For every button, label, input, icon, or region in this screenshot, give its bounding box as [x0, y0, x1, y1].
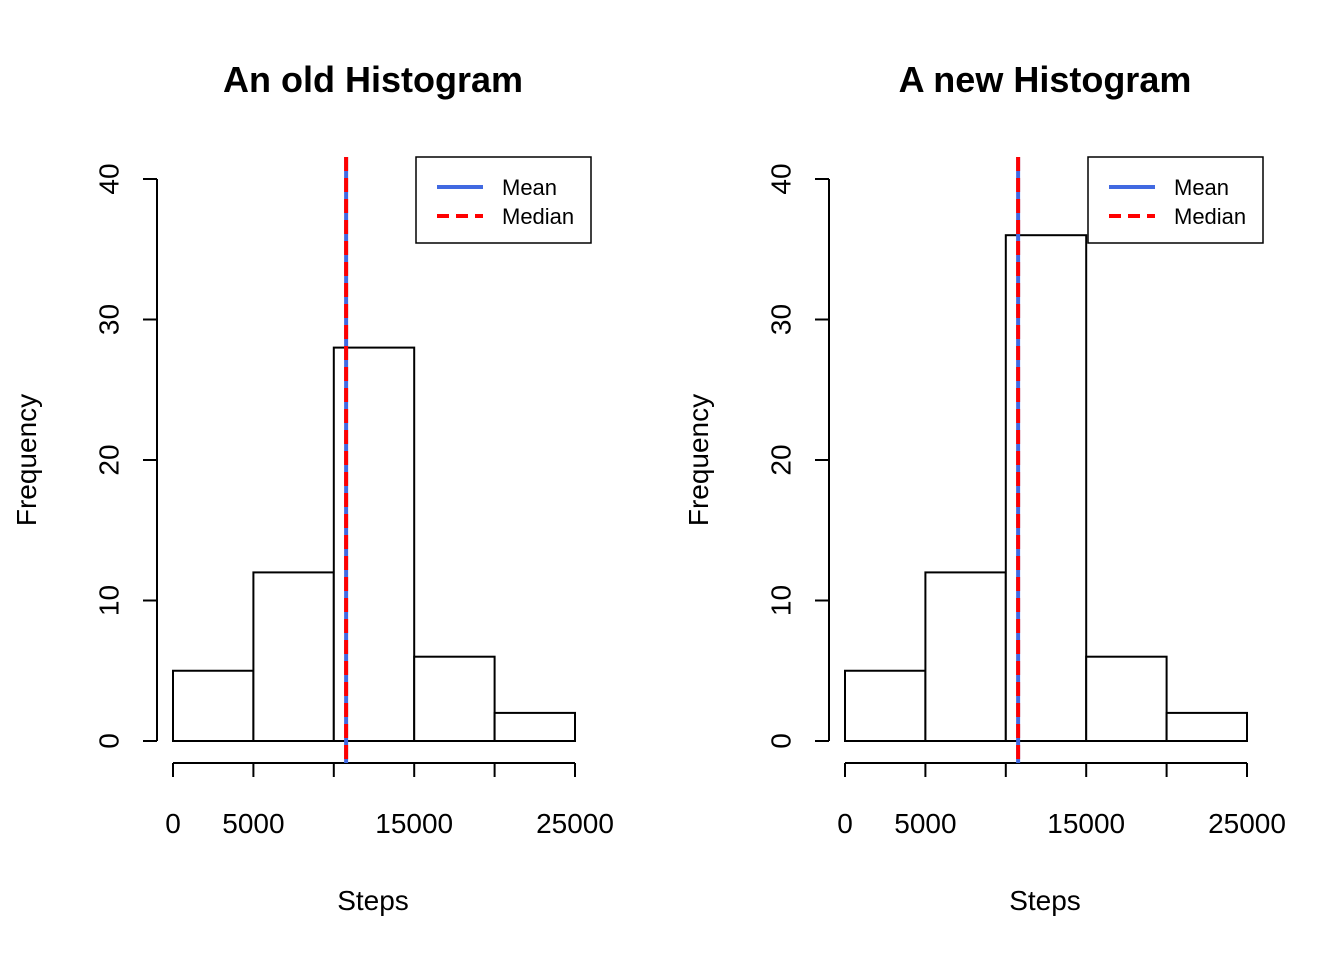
y-axis-label: Frequency [11, 394, 42, 526]
histogram-bar [413, 655, 496, 743]
y-tick-label: 20 [93, 444, 124, 475]
histogram-bar [1165, 711, 1248, 743]
y-tick-label: 20 [765, 444, 796, 475]
legend-label-mean: Mean [1174, 175, 1229, 200]
legend-box [415, 156, 592, 244]
y-tick-label: 30 [93, 304, 124, 335]
panel-old-histogram: An old Histogram 0 10 20 30 40 0 5000 15000 25000… [11, 59, 614, 916]
x-axis-label: Steps [1009, 885, 1081, 916]
chart-title: An old Histogram [223, 59, 523, 100]
x-axis-label: Steps [337, 885, 409, 916]
x-tick-label: 5000 [222, 808, 284, 839]
legend-label-mean: Mean [502, 175, 557, 200]
y-tick-label: 10 [765, 585, 796, 616]
y-tick-label: 40 [93, 163, 124, 194]
x-tick-label: 25000 [1208, 808, 1286, 839]
histogram-bar [924, 571, 1007, 743]
x-tick-label: 5000 [894, 808, 956, 839]
legend: Mean Median [415, 156, 592, 244]
legend-label-median: Median [1174, 204, 1246, 229]
y-tick-label: 0 [93, 733, 124, 749]
panel-new-histogram: A new Histogram 0 10 20 30 40 0 5000 15000 25000 S… [683, 59, 1286, 916]
histogram-bar [1085, 655, 1168, 743]
x-tick-label: 15000 [1047, 808, 1125, 839]
histogram-bar [493, 711, 577, 743]
y-tick-label: 0 [765, 733, 796, 749]
legend: Mean Median [1087, 156, 1264, 244]
y-axis-label: Frequency [683, 394, 714, 526]
histogram-bar [172, 669, 255, 742]
y-tick-label: 40 [765, 163, 796, 194]
x-tick-label: 0 [837, 808, 853, 839]
x-tick-label: 0 [165, 808, 181, 839]
y-tick-label: 10 [93, 585, 124, 616]
legend-box [1087, 156, 1264, 244]
y-tick-label: 30 [765, 304, 796, 335]
chart-title: A new Histogram [899, 59, 1192, 100]
x-tick-label: 15000 [375, 808, 453, 839]
legend-label-median: Median [502, 204, 574, 229]
x-tick-label: 25000 [536, 808, 614, 839]
histogram-bar [252, 571, 335, 743]
histogram-bar [844, 669, 927, 742]
